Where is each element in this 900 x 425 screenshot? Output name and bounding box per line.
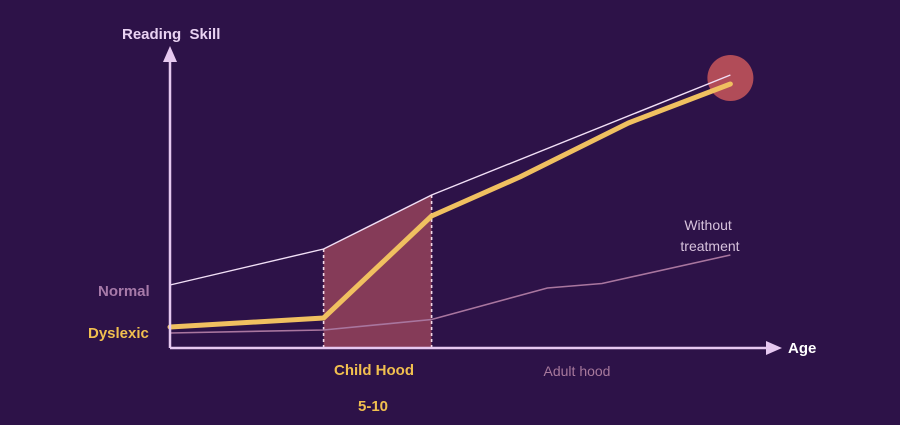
target-highlight xyxy=(707,55,754,101)
treatment-window xyxy=(323,195,432,348)
dyslexic-level-label: Dyslexic xyxy=(88,325,149,342)
dyslexic-line xyxy=(167,81,733,330)
y-axis-arrow xyxy=(163,46,177,62)
normal-level-label: Normal xyxy=(98,283,150,300)
untreated-annotation-line-2: treatment xyxy=(680,238,739,254)
untreated-annotation: Without treatment xyxy=(680,217,739,254)
childhood-period-label: Child Hood xyxy=(334,362,414,379)
x-axis-title: Age xyxy=(788,340,816,357)
untreated-annotation-line-1: Without xyxy=(684,217,732,233)
y-axis-title: Reading Skill xyxy=(122,26,220,43)
plot-area xyxy=(167,55,754,348)
childhood-age-range: 5-10 xyxy=(358,398,388,415)
untreated-line xyxy=(169,254,731,334)
x-axis-arrow xyxy=(766,341,782,355)
normal-line xyxy=(169,74,731,286)
adulthood-period-label: Adult hood xyxy=(544,363,611,379)
